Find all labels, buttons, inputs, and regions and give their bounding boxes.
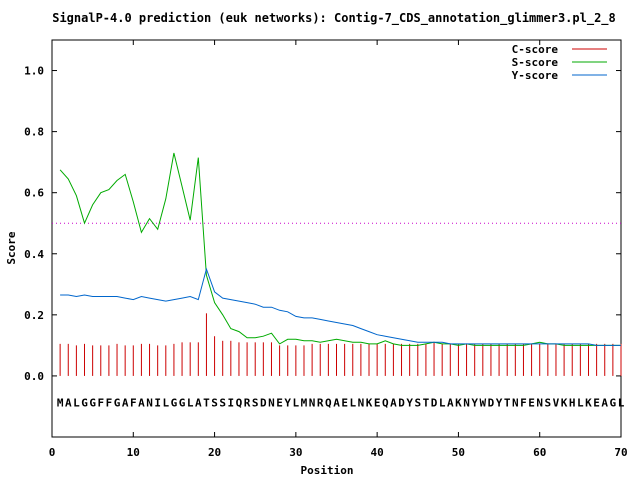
residue-label: Q: [325, 396, 332, 409]
x-tick-label: 10: [127, 446, 140, 459]
residue-label: N: [268, 396, 275, 409]
series-layer: [59, 152, 622, 376]
x-tick-label: 30: [289, 446, 302, 459]
residue-label: M: [301, 396, 308, 409]
residue-label: S: [211, 396, 218, 409]
residue-label: D: [431, 396, 438, 409]
residue-label: S: [545, 396, 552, 409]
legend-label-s-score: S-score: [512, 56, 559, 69]
residue-label: N: [358, 396, 365, 409]
residue-label: E: [341, 396, 348, 409]
y-tick-label: 0.6: [24, 187, 44, 200]
residue-label: W: [480, 396, 487, 409]
residue-label: E: [528, 396, 535, 409]
y-tick-label: 0.8: [24, 126, 44, 139]
residue-label: G: [610, 396, 617, 409]
residue-label: L: [618, 396, 625, 409]
residue-label: F: [520, 396, 527, 409]
residue-label: K: [585, 396, 592, 409]
residue-label: Y: [406, 396, 413, 409]
residue-label: K: [366, 396, 373, 409]
residue-label: L: [73, 396, 80, 409]
residue-label: L: [293, 396, 300, 409]
residue-label: L: [187, 396, 194, 409]
residue-label: F: [97, 396, 104, 409]
residue-label: R: [317, 396, 324, 409]
x-axis-label: Position: [301, 464, 354, 477]
residue-label: I: [228, 396, 235, 409]
residue-label: E: [374, 396, 381, 409]
residue-label: Q: [382, 396, 389, 409]
x-tick-label: 50: [452, 446, 465, 459]
y-tick-label: 0.2: [24, 309, 44, 322]
residue-label: N: [146, 396, 153, 409]
residue-label: D: [398, 396, 405, 409]
residue-label: A: [447, 396, 454, 409]
residue-label: F: [130, 396, 137, 409]
residue-label: N: [463, 396, 470, 409]
residue-label: T: [504, 396, 511, 409]
residue-label: N: [309, 396, 316, 409]
residue-label: K: [561, 396, 568, 409]
residue-label: E: [593, 396, 600, 409]
residue-label: I: [154, 396, 161, 409]
y-score-line: [60, 267, 621, 346]
residue-label: L: [439, 396, 446, 409]
residue-label: G: [89, 396, 96, 409]
residue-label: Q: [236, 396, 243, 409]
residue-label: A: [122, 396, 129, 409]
residue-label: L: [349, 396, 356, 409]
residue-label: K: [455, 396, 462, 409]
residue-label: S: [219, 396, 226, 409]
x-tick-label: 60: [533, 446, 546, 459]
y-axis-label: Score: [5, 231, 18, 264]
residue-label: V: [553, 396, 560, 409]
axis-ticks: 0 10 20 30 40 50 60 70 0.0 0.2 0.4 0.6 0.8 1.0: [24, 40, 628, 459]
y-tick-label: 0.0: [24, 370, 44, 383]
residue-label: D: [260, 396, 267, 409]
residue-label: T: [203, 396, 210, 409]
legend-label-c-score: C-score: [512, 43, 559, 56]
y-tick-label: 0.4: [24, 248, 44, 261]
residue-label: Y: [496, 396, 503, 409]
residue-label: Y: [471, 396, 478, 409]
chart-title: SignalP-4.0 prediction (euk networks): C…: [52, 11, 616, 26]
c-score-series: [59, 313, 622, 376]
x-tick-label: 20: [208, 446, 221, 459]
x-tick-label: 0: [49, 446, 56, 459]
residue-label: A: [65, 396, 72, 409]
residue-label: S: [252, 396, 259, 409]
residue-label: E: [276, 396, 283, 409]
residue-label: G: [171, 396, 178, 409]
residue-label: N: [512, 396, 519, 409]
residue-label: G: [81, 396, 88, 409]
residue-label: N: [536, 396, 543, 409]
residue-label: Y: [284, 396, 291, 409]
residue-label: A: [195, 396, 202, 409]
residue-label: M: [57, 396, 64, 409]
residue-label: A: [390, 396, 397, 409]
residue-label: T: [423, 396, 430, 409]
residue-label: L: [162, 396, 169, 409]
residue-label: H: [569, 396, 576, 409]
residue-label: G: [179, 396, 186, 409]
residue-label: A: [333, 396, 340, 409]
residue-label: D: [488, 396, 495, 409]
residue-label: A: [138, 396, 145, 409]
s-score-line: [59, 152, 621, 346]
y-tick-label: 1.0: [24, 65, 44, 78]
residue-label: F: [106, 396, 113, 409]
residue-label: G: [114, 396, 121, 409]
residue-label: L: [577, 396, 584, 409]
plot-frame: [51, 39, 622, 438]
x-tick-label: 70: [614, 446, 627, 459]
residue-label: S: [414, 396, 421, 409]
x-tick-label: 40: [371, 446, 384, 459]
legend-label-y-score: Y-score: [512, 69, 559, 82]
residue-label: R: [244, 396, 251, 409]
residue-label: A: [601, 396, 608, 409]
